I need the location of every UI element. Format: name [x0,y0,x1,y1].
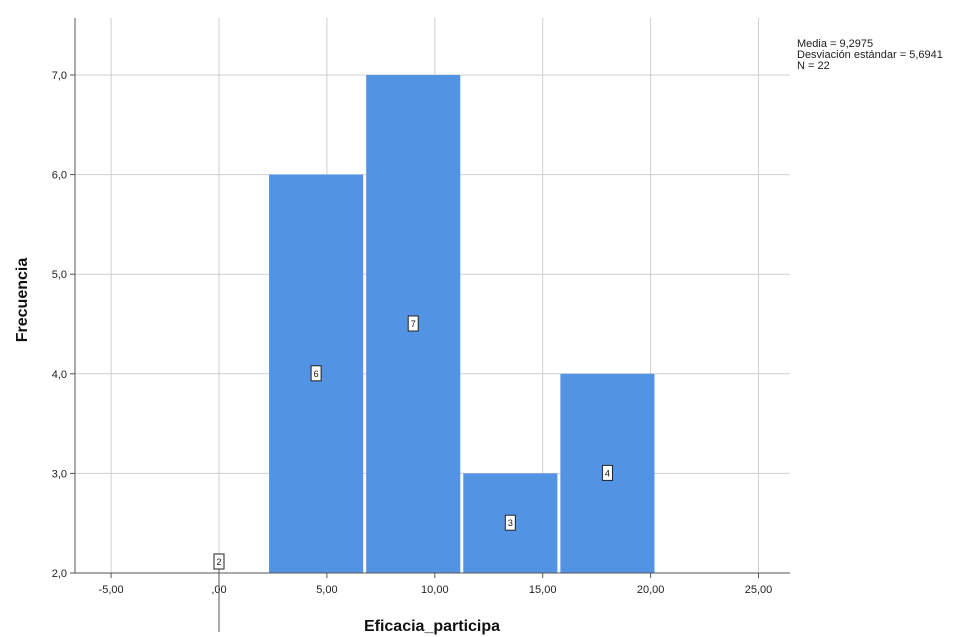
y-tick-label: 6,0 [52,170,67,182]
stats-legend: Media = 9,2975 Desviación estándar = 5,6… [797,38,943,72]
y-tick-label: 4,0 [52,369,67,381]
stat-std: Desviación estándar = 5,6941 [797,49,943,61]
y-tick-label: 5,0 [52,269,67,281]
bar-label-box [601,464,613,481]
bar-label-box [407,315,419,332]
x-tick-label: 15,00 [529,584,557,596]
bar-label-box [213,553,225,570]
y-axis-title: Frecuencia [14,258,31,343]
bar-data-label: 3 [508,518,513,528]
stat-mean: Media = 9,2975 [797,38,873,50]
bar-data-label: 6 [314,369,319,379]
bar-label-box [504,514,516,531]
bar-data-label: 4 [605,468,610,478]
data-labels: 2 6 7 3 4 [213,315,613,632]
stat-n: N = 22 [797,60,830,72]
bar-label-box [310,365,322,382]
x-tick-label: 10,00 [421,584,449,596]
x-axis-title: Eficacia_participa [364,618,500,635]
y-tick-label: 3,0 [52,468,67,480]
x-tick-label: 20,00 [637,584,665,596]
bar-data-label: 7 [411,319,416,329]
y-tick-label: 7,0 [52,70,67,82]
x-tick-label: 25,00 [745,584,773,596]
x-tick-label: 5,00 [316,584,337,596]
x-tick-label: -5,00 [99,584,124,596]
y-tick-label: 2,0 [52,568,67,580]
bar-data-label: 2 [216,557,221,567]
